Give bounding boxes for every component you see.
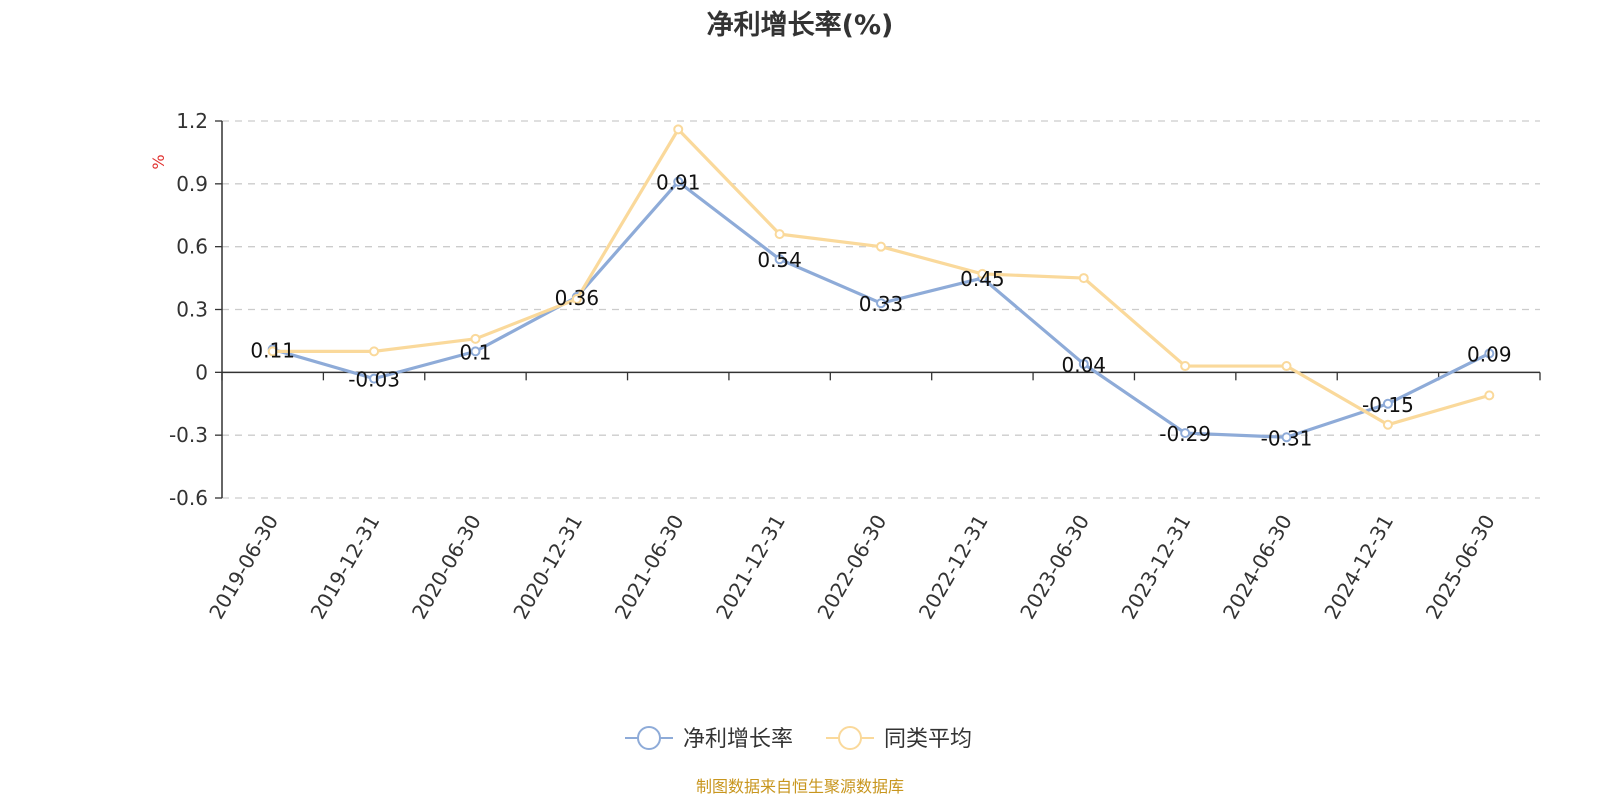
x-tick-label: 2020-12-31 (508, 511, 587, 624)
x-tick-label: 2025-06-30 (1421, 511, 1500, 624)
data-label: 0.45 (960, 267, 1005, 291)
series-2-point[interactable] (774, 229, 785, 240)
series-1-point[interactable] (1382, 398, 1393, 409)
x-tick-label: 2020-06-30 (407, 511, 486, 624)
x-tick-label: 2019-06-30 (204, 511, 283, 624)
x-tick-label: 2022-12-31 (914, 511, 993, 624)
data-labels: 0.11 -0.03 0.1 0.36 0.91 0.54 0.33 0.45 0.04 -0.2… (250, 171, 1511, 451)
y-tick-label: 1.2 (176, 109, 208, 133)
series-1-point[interactable] (1078, 358, 1089, 369)
series-1-point[interactable] (1484, 348, 1495, 359)
series-1-point[interactable] (369, 373, 380, 384)
series-lines (267, 124, 1495, 443)
legend[interactable]: 净利增长率 同类平均 (625, 726, 972, 752)
legend-item-series-2[interactable]: 同类平均 (826, 726, 972, 752)
series-2-point[interactable] (1281, 361, 1292, 372)
y-axis-ticks: -0.6 -0.3 0 0.3 0.6 0.9 1.2 (169, 109, 222, 510)
x-tick-label: 2023-06-30 (1015, 511, 1094, 624)
y-tick-label: 0.6 (176, 235, 208, 259)
data-label: -0.31 (1261, 426, 1313, 450)
y-tick-label: 0 (195, 360, 208, 384)
grid-lines (222, 120, 1540, 499)
data-label: 0.09 (1467, 342, 1512, 366)
data-label: 0.04 (1062, 353, 1107, 377)
data-label: 0.54 (757, 248, 802, 272)
series-2-point[interactable] (1078, 273, 1089, 284)
data-label: 0.11 (250, 338, 295, 362)
x-tick-label: 2023-12-31 (1117, 511, 1196, 624)
y-tick-label: -0.6 (169, 486, 208, 510)
legend-marker-series-1 (637, 726, 661, 750)
data-source-note: 制图数据来自恒生聚源数据库 (696, 777, 904, 796)
x-tick-label: 2022-06-30 (812, 511, 891, 624)
series-line-2 (271, 127, 1491, 427)
series-1-point[interactable] (470, 346, 481, 357)
series-2-point[interactable] (1382, 419, 1393, 430)
series-2-point[interactable] (369, 346, 380, 357)
series-2-point[interactable] (267, 346, 278, 357)
series-1-point[interactable] (1180, 428, 1191, 439)
data-label: 0.91 (656, 171, 701, 195)
legend-marker-series-2 (838, 726, 862, 750)
legend-item-series-1[interactable]: 净利增长率 (625, 726, 793, 752)
series-2-point[interactable] (876, 241, 886, 252)
x-tick-label: 2024-06-30 (1218, 511, 1297, 624)
legend-label-series-2: 同类平均 (884, 727, 972, 752)
series-2-point[interactable] (1484, 390, 1495, 401)
series-1-point[interactable] (876, 298, 886, 309)
x-tick-label: 2024-12-31 (1319, 511, 1398, 624)
series-2-point[interactable] (1180, 361, 1191, 372)
x-tick-label: 2021-12-31 (711, 511, 790, 624)
legend-label-series-1: 净利增长率 (683, 727, 793, 752)
x-tick-label: 2021-06-30 (610, 511, 689, 624)
series-2-point[interactable] (977, 268, 988, 279)
data-label: -0.03 (348, 368, 400, 392)
series-1-point[interactable] (774, 254, 785, 265)
data-label: 0.33 (859, 292, 904, 316)
x-tick-label: 2019-12-31 (306, 511, 385, 624)
data-label: -0.15 (1362, 393, 1414, 417)
y-tick-label: 0.9 (176, 172, 208, 196)
chart-title: 净利增长率(%) (707, 9, 894, 41)
y-tick-label: -0.3 (169, 423, 208, 447)
series-2-point[interactable] (470, 333, 481, 344)
series-2-point[interactable] (673, 124, 684, 135)
y-axis-unit-label: % (149, 154, 168, 169)
data-label: 0.1 (460, 340, 492, 364)
series-2-point[interactable] (571, 294, 582, 305)
data-label: -0.29 (1159, 422, 1211, 446)
data-label: 0.36 (555, 286, 600, 310)
series-1-point[interactable] (1281, 432, 1292, 443)
series-1-point[interactable] (673, 176, 684, 187)
y-tick-label: 0.3 (176, 298, 208, 322)
